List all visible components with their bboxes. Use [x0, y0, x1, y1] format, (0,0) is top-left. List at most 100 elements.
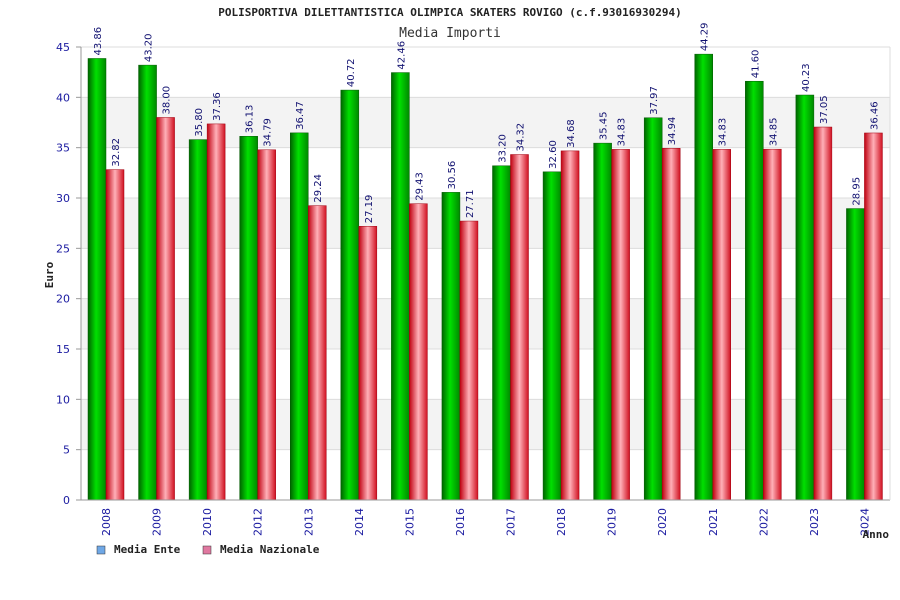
- data-label: 33.20: [498, 134, 509, 163]
- x-tick-labels: 2008 2009 2010 2012 2013 2014 2015 2016 2017 2018…: [100, 508, 871, 536]
- x-tick-label: 2013: [302, 508, 315, 536]
- bar-media-ente-2013: [290, 132, 309, 501]
- bar-media-ente-2015: [391, 72, 410, 501]
- bar-media-ente-2023: [795, 94, 815, 501]
- bar-media-ente-2019: [593, 142, 612, 501]
- bar-media-ente-2022: [745, 80, 764, 501]
- data-label: 37.36: [212, 92, 223, 121]
- x-tick-label: 2017: [505, 508, 518, 536]
- x-tick-label: 2014: [353, 508, 366, 536]
- x-tick-label: 2023: [808, 508, 821, 536]
- data-label: 34.83: [718, 118, 729, 147]
- bar-media-nazionale-2016: [459, 220, 479, 501]
- bar-media-ente-2016: [441, 192, 461, 501]
- axes: [76, 46, 891, 501]
- x-tick-label: 2012: [252, 508, 265, 536]
- bar-media-nazionale-2020: [661, 148, 681, 501]
- x-tick-label: 2021: [707, 508, 720, 536]
- y-tick-labels: 0 5 10 15 20 25 30 35 40 45: [56, 41, 70, 507]
- y-tick-label: 40: [56, 91, 70, 104]
- data-label: 35.45: [599, 111, 610, 140]
- bar-media-nazionale-2019: [611, 149, 630, 501]
- bar-media-nazionale-2022: [763, 148, 782, 501]
- data-label: 34.83: [617, 118, 628, 147]
- bar-media-ente-2021: [694, 53, 713, 501]
- bar-media-nazionale-2015: [409, 203, 428, 501]
- data-label: 37.97: [649, 86, 660, 115]
- y-tick-label: 45: [56, 41, 70, 54]
- data-label: 41.60: [750, 50, 761, 79]
- x-tick-label: 2016: [454, 508, 467, 536]
- x-tick-label: 2010: [201, 508, 214, 536]
- bar-media-ente-2018: [542, 171, 562, 501]
- x-tick-label: 2019: [606, 508, 619, 536]
- y-tick-label: 15: [56, 343, 70, 356]
- y-axis-label: Euro: [43, 261, 56, 288]
- data-label: 35.80: [194, 108, 205, 137]
- bar-media-ente-2020: [643, 117, 663, 501]
- data-label: 27.19: [364, 195, 375, 224]
- data-label: 37.05: [819, 95, 830, 124]
- chart-title: POLISPORTIVA DILETTANTISTICA OLIMPICA SK…: [218, 6, 682, 19]
- legend-label-media-nazionale: Media Nazionale: [220, 543, 320, 556]
- data-label: 40.23: [801, 63, 812, 92]
- bars: [87, 53, 883, 501]
- bar-media-nazionale-2017: [510, 154, 529, 501]
- data-label: 34.94: [667, 117, 678, 146]
- data-label: 36.13: [245, 105, 256, 134]
- bar-media-ente-2017: [492, 165, 511, 501]
- x-tick-label: 2009: [151, 508, 164, 536]
- y-tick-label: 0: [63, 494, 70, 507]
- data-label: 32.60: [548, 140, 559, 169]
- legend-label-media-ente: Media Ente: [114, 543, 181, 556]
- bar-media-ente-2010: [188, 139, 208, 501]
- data-label: 34.68: [566, 119, 577, 148]
- data-label: 36.46: [869, 101, 880, 130]
- data-label: 44.29: [700, 23, 711, 52]
- x-tick-label: 2018: [555, 508, 568, 536]
- bar-media-nazionale-2013: [308, 205, 327, 501]
- data-label: 29.24: [313, 174, 324, 203]
- data-label: 36.47: [295, 101, 306, 130]
- y-tick-label: 20: [56, 293, 70, 306]
- legend: Media Ente Media Nazionale: [96, 543, 320, 556]
- bar-media-ente-2008: [87, 58, 107, 501]
- y-tick-label: 35: [56, 142, 70, 155]
- data-label: 40.72: [346, 58, 357, 87]
- data-label: 43.20: [144, 33, 155, 62]
- x-tick-label: 2020: [656, 508, 669, 536]
- x-tick-label: 2008: [100, 508, 113, 536]
- data-label: 34.85: [768, 118, 779, 147]
- x-tick-label: 2015: [403, 508, 416, 536]
- data-label: 27.71: [465, 189, 476, 218]
- bar-media-nazionale-2021: [712, 149, 731, 501]
- data-label: 30.56: [447, 161, 458, 190]
- x-tick-label: 2022: [757, 508, 770, 536]
- y-tick-label: 30: [56, 192, 70, 205]
- data-label: 32.82: [111, 138, 122, 167]
- bar-media-ente-2024: [846, 208, 865, 501]
- bar-media-ente-2014: [340, 89, 360, 501]
- data-label: 42.46: [396, 41, 407, 70]
- bar-media-nazionale-2012: [257, 149, 276, 501]
- bar-media-nazionale-2024: [864, 132, 883, 501]
- bar-media-nazionale-2010: [206, 123, 226, 501]
- data-labels: 43.86 32.82 43.20 38.00 35.80 37.36 36.13 34.79…: [93, 23, 880, 224]
- y-tick-label: 5: [63, 444, 70, 457]
- data-label: 38.00: [162, 86, 173, 115]
- legend-swatch-media-ente: [96, 545, 106, 555]
- bar-media-nazionale-2023: [813, 126, 833, 501]
- bar-media-nazionale-2009: [156, 117, 175, 501]
- data-label: 29.43: [414, 172, 425, 201]
- bar-media-nazionale-2008: [105, 169, 125, 501]
- data-label: 28.95: [851, 177, 862, 206]
- data-label: 34.79: [263, 118, 274, 147]
- bar-media-nazionale-2018: [560, 150, 580, 501]
- x-tick-label: 2024: [858, 508, 871, 536]
- y-tick-label: 10: [56, 393, 70, 406]
- data-label: 43.86: [93, 27, 104, 56]
- bar-media-ente-2009: [138, 64, 157, 501]
- bar-media-nazionale-2014: [358, 226, 378, 501]
- legend-swatch-media-nazionale: [202, 545, 212, 555]
